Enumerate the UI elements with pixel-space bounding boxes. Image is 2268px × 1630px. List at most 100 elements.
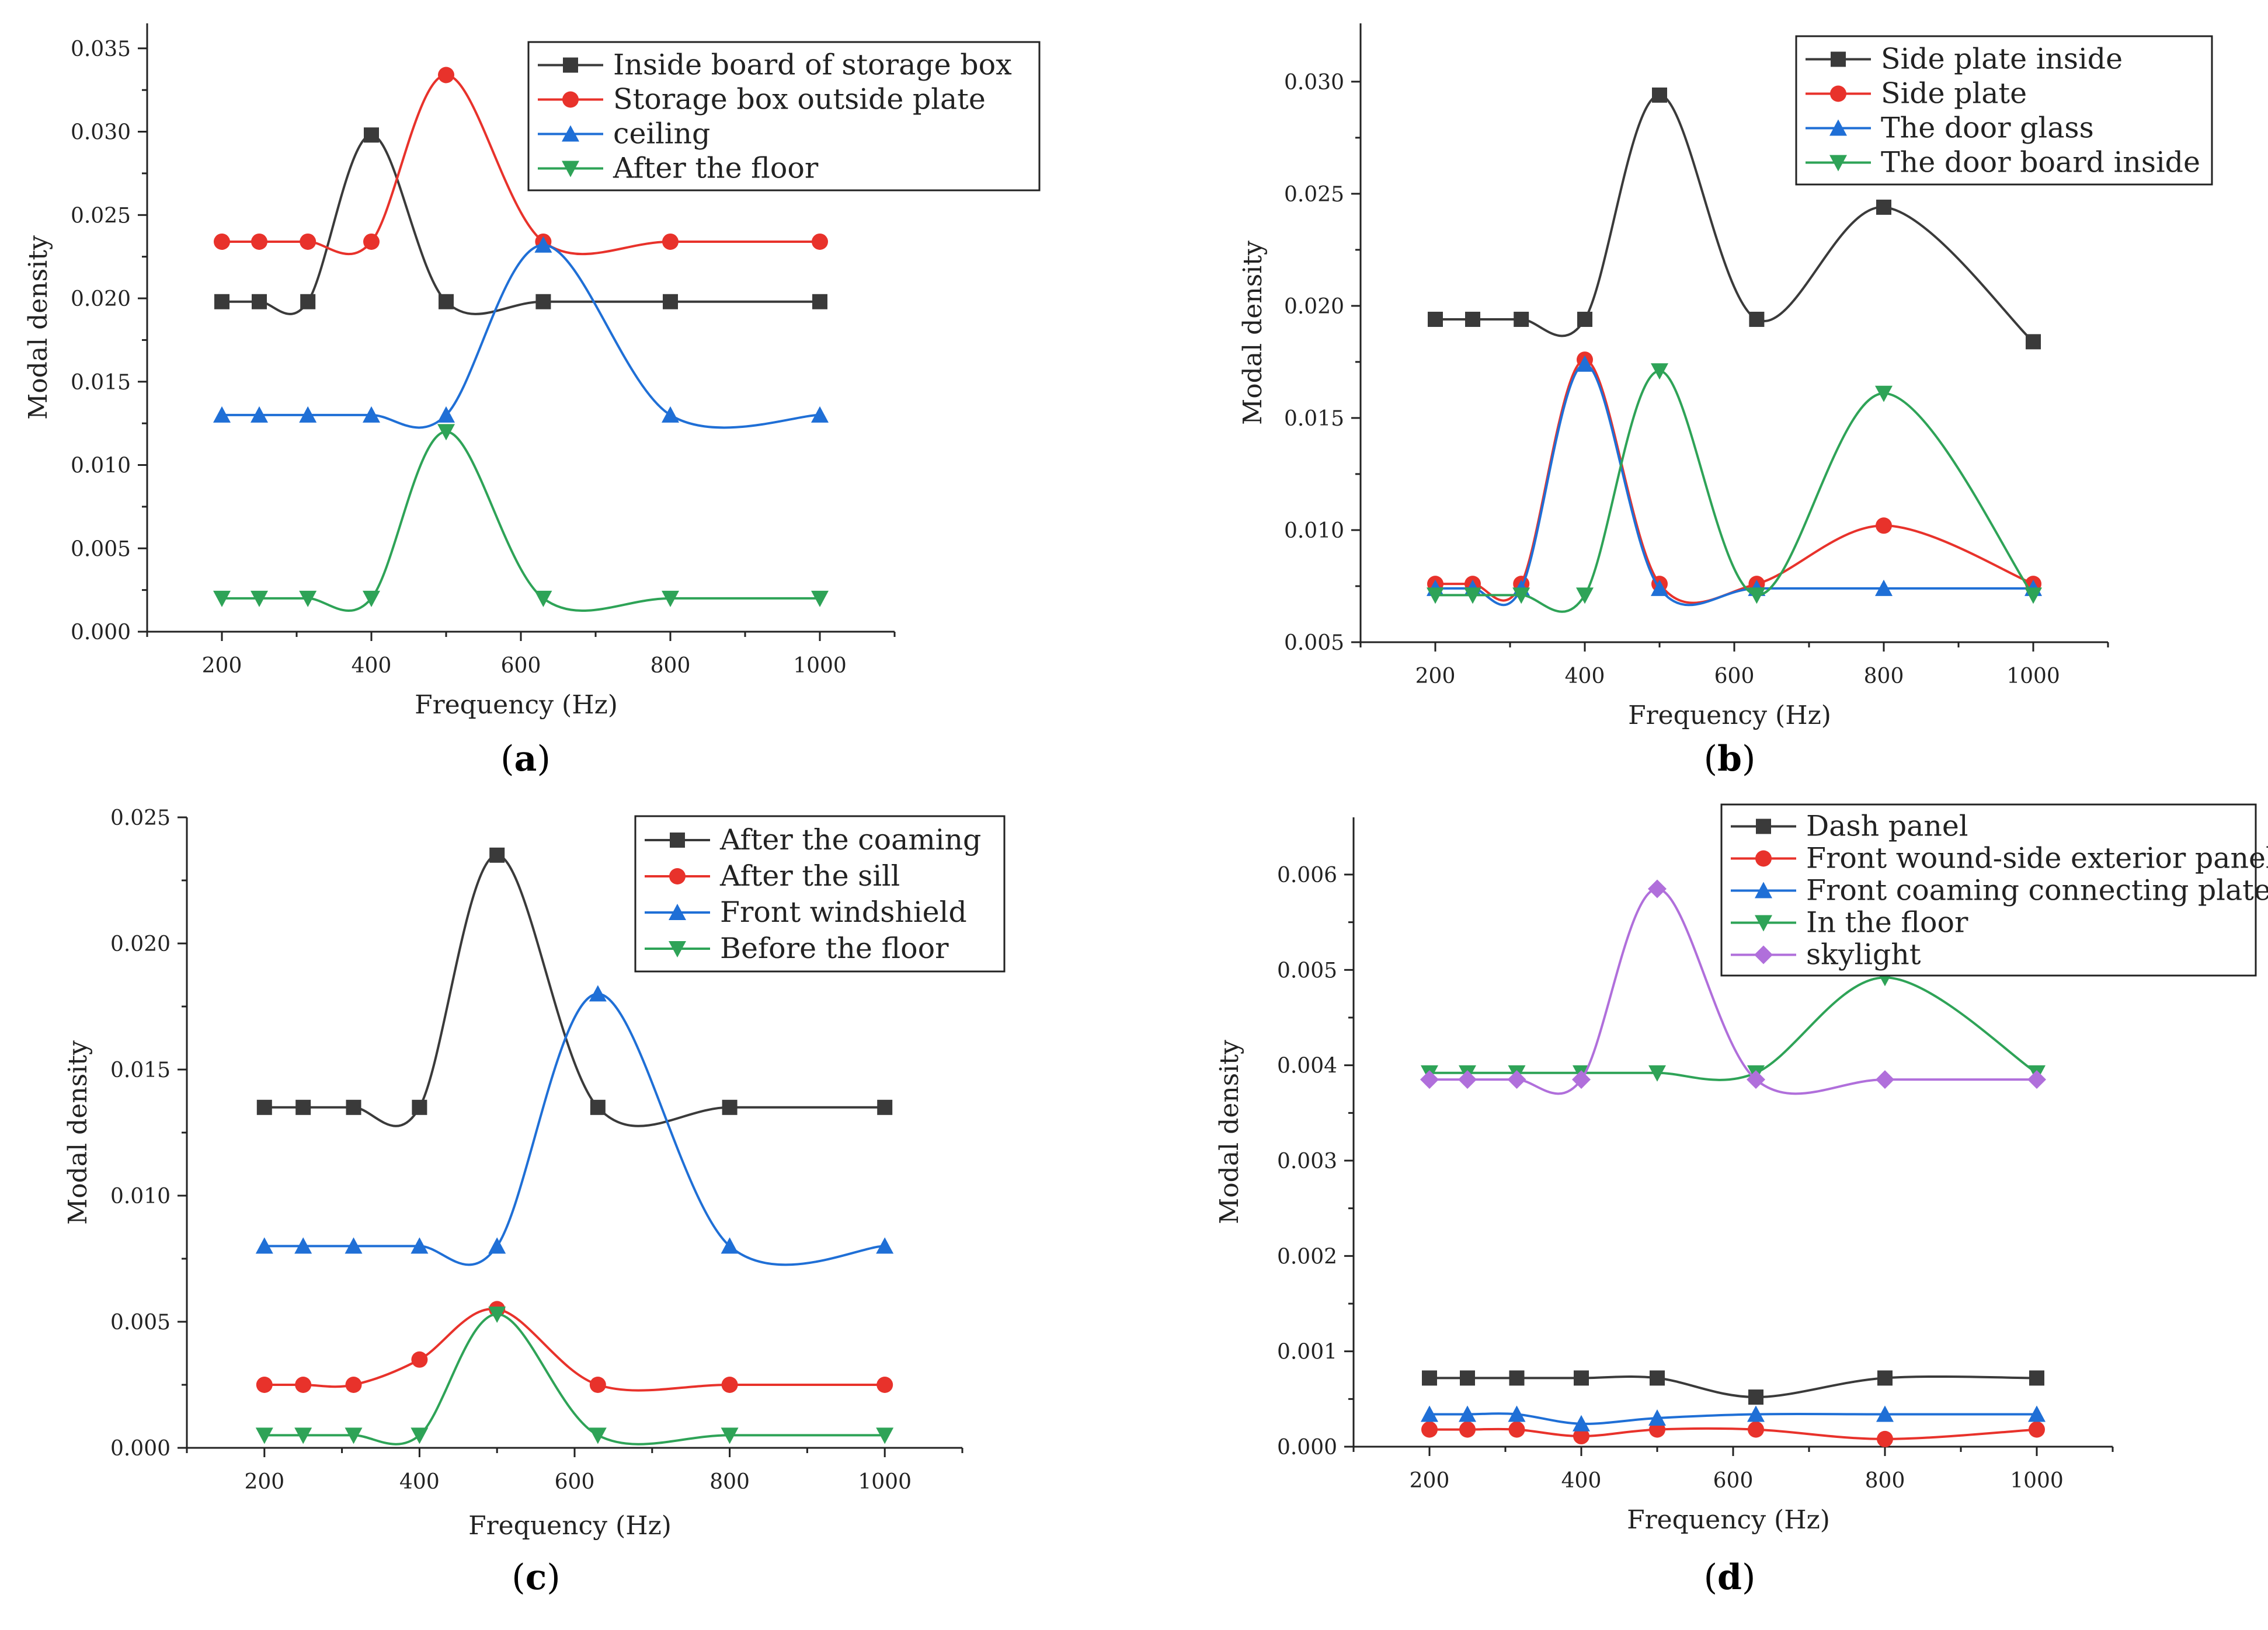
legend-swatch-marker: [1756, 819, 1771, 834]
data-point: [1650, 1370, 1665, 1386]
data-point: [1876, 517, 1892, 534]
data-point: [1464, 587, 1481, 604]
legend-box: [1795, 35, 2213, 186]
x-tick-label: 400: [399, 1470, 440, 1494]
data-point: [589, 1377, 606, 1393]
data-point: [1428, 311, 1443, 327]
legend-swatch-marker: [1830, 85, 1846, 102]
legend-swatch-marker: [1829, 155, 1847, 172]
y-tick-label: 0.015: [71, 371, 131, 395]
y-tick-label: 0.020: [1284, 295, 1344, 319]
data-point: [1876, 199, 1891, 215]
data-point: [411, 1351, 428, 1368]
data-point: [1748, 1421, 1764, 1438]
panel-label-close: ): [1742, 1557, 1755, 1598]
data-point: [534, 236, 552, 253]
series-3: [213, 424, 829, 612]
y-axis-title: Modal density: [63, 1040, 93, 1225]
data-point: [1459, 1405, 1476, 1422]
data-point: [363, 406, 380, 423]
series-2: [255, 985, 894, 1266]
data-point: [1648, 1409, 1666, 1426]
data-point: [812, 294, 827, 309]
data-point: [1748, 1389, 1763, 1405]
data-point: [256, 1099, 272, 1115]
data-point: [1877, 1430, 1893, 1447]
data-point: [1651, 363, 1668, 380]
y-tick-label: 0.005: [110, 1311, 171, 1335]
data-point: [662, 233, 679, 250]
legend-swatch-marker: [670, 833, 685, 848]
x-tick-label: 800: [709, 1470, 750, 1494]
data-point: [876, 1237, 894, 1254]
data-point: [589, 1427, 607, 1444]
x-tick-label: 800: [1864, 664, 1904, 688]
data-point: [346, 1099, 361, 1115]
data-point: [294, 1237, 312, 1254]
y-tick-label: 0.004: [1277, 1054, 1337, 1078]
data-point: [721, 1237, 739, 1254]
data-point: [1573, 1415, 1590, 1432]
data-point: [363, 590, 380, 607]
data-point: [251, 406, 268, 423]
series-0: [1422, 1370, 2044, 1405]
y-axis-title: Modal density: [1238, 241, 1268, 425]
y-tick-label: 0.025: [71, 204, 131, 228]
legend-entry: ceiling: [613, 117, 710, 151]
series-2: [1421, 1405, 2046, 1432]
series-line: [221, 243, 820, 429]
data-point: [2029, 1370, 2044, 1386]
data-point: [214, 294, 229, 309]
y-tick-label: 0.000: [71, 621, 131, 645]
data-point: [1576, 355, 1594, 372]
series-2: [213, 236, 829, 429]
legend-entry: The door glass: [1881, 112, 2094, 145]
data-point: [876, 1427, 894, 1444]
x-tick-label: 600: [555, 1470, 595, 1494]
data-point: [1876, 1405, 1894, 1422]
data-point: [251, 233, 267, 250]
data-point: [1573, 1428, 1589, 1445]
y-tick-label: 0.001: [1277, 1340, 1337, 1364]
series-3: [1427, 363, 2042, 613]
panel-label: (c): [512, 1557, 560, 1598]
legend-entry: After the coaming: [719, 823, 981, 856]
series-line: [1435, 363, 2033, 607]
panel-label-close: ): [1742, 739, 1755, 779]
x-axis-title: Frequency (Hz): [415, 690, 618, 720]
panel-label-letter: c: [526, 1557, 547, 1598]
legend-swatch-marker: [563, 57, 578, 73]
data-point: [1459, 1421, 1476, 1438]
x-tick-label: 1000: [858, 1470, 912, 1494]
legend-entry: Front coaming connecting plate: [1806, 874, 2268, 907]
data-point: [437, 424, 455, 441]
data-point: [877, 1099, 893, 1115]
y-tick-label: 0.030: [71, 121, 131, 145]
x-axis-title: Frequency (Hz): [1628, 701, 1831, 730]
y-tick-label: 0.000: [110, 1437, 171, 1461]
series-1: [1421, 1421, 2045, 1447]
data-point: [411, 1427, 429, 1444]
series-4: [1420, 879, 2046, 1095]
legend-swatch-marker: [562, 161, 579, 177]
x-axis-title: Frequency (Hz): [1627, 1505, 1830, 1535]
legend-swatch-marker: [562, 125, 579, 142]
series-0: [1428, 87, 2041, 350]
y-tick-label: 0.010: [71, 454, 131, 478]
data-point: [662, 406, 679, 423]
data-point: [1574, 1370, 1589, 1386]
data-point: [2028, 1405, 2046, 1422]
x-tick-label: 600: [501, 654, 541, 678]
data-point: [1465, 311, 1480, 327]
y-tick-label: 0.025: [110, 806, 171, 830]
data-point: [590, 1099, 606, 1115]
x-tick-label: 1000: [2010, 1469, 2064, 1493]
x-tick-label: 200: [244, 1470, 284, 1494]
y-axis-title: Modal density: [23, 235, 53, 420]
data-point: [345, 1427, 363, 1444]
legend-swatch-marker: [562, 91, 579, 108]
data-point: [811, 590, 829, 607]
panel-label: (d): [1704, 1557, 1756, 1598]
